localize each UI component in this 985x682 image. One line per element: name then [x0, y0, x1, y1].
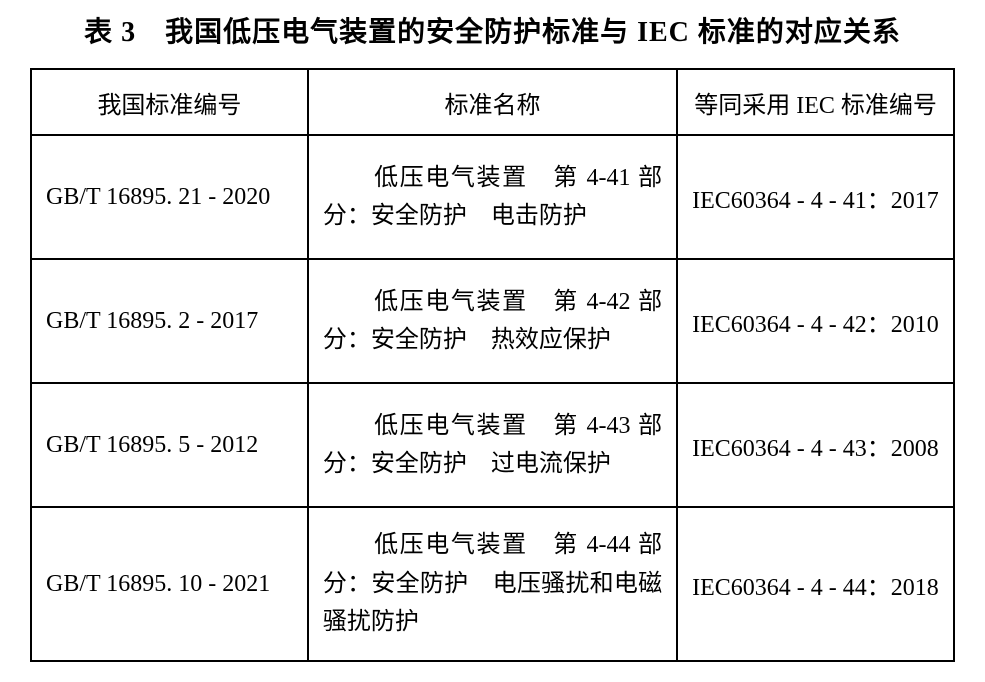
- col-header-name: 标准名称: [308, 69, 677, 135]
- table-caption: 表 3 我国低压电气装置的安全防护标准与 IEC 标准的对应关系: [30, 10, 955, 50]
- cell-iec: IEC60364 - 4 - 43：2008: [677, 383, 954, 507]
- cell-name: 低压电气装置 第 4-43 部分：安全防护 过电流保护: [308, 383, 677, 507]
- cell-name: 低压电气装置 第 4-42 部分：安全防护 热效应保护: [308, 259, 677, 383]
- cell-name: 低压电气装置 第 4-41 部分：安全防护 电击防护: [308, 135, 677, 259]
- cell-gb: GB/T 16895. 10 - 2021: [31, 507, 308, 661]
- cell-gb: GB/T 16895. 2 - 2017: [31, 259, 308, 383]
- cell-iec: IEC60364 - 4 - 42：2010: [677, 259, 954, 383]
- table-row: GB/T 16895. 2 - 2017 低压电气装置 第 4-42 部分：安全…: [31, 259, 954, 383]
- table-row: GB/T 16895. 10 - 2021 低压电气装置 第 4-44 部分：安…: [31, 507, 954, 661]
- cell-iec: IEC60364 - 4 - 41：2017: [677, 135, 954, 259]
- cell-gb: GB/T 16895. 5 - 2012: [31, 383, 308, 507]
- table-row: GB/T 16895. 21 - 2020 低压电气装置 第 4-41 部分：安…: [31, 135, 954, 259]
- table-header-row: 我国标准编号 标准名称 等同采用 IEC 标准编号: [31, 69, 954, 135]
- table-row: GB/T 16895. 5 - 2012 低压电气装置 第 4-43 部分：安全…: [31, 383, 954, 507]
- page-container: 表 3 我国低压电气装置的安全防护标准与 IEC 标准的对应关系 我国标准编号 …: [0, 0, 985, 682]
- cell-iec: IEC60364 - 4 - 44：2018: [677, 507, 954, 661]
- col-header-gb: 我国标准编号: [31, 69, 308, 135]
- col-header-iec: 等同采用 IEC 标准编号: [677, 69, 954, 135]
- standards-table: 我国标准编号 标准名称 等同采用 IEC 标准编号 GB/T 16895. 21…: [30, 68, 955, 662]
- cell-gb: GB/T 16895. 21 - 2020: [31, 135, 308, 259]
- cell-name: 低压电气装置 第 4-44 部分：安全防护 电压骚扰和电磁骚扰防护: [308, 507, 677, 661]
